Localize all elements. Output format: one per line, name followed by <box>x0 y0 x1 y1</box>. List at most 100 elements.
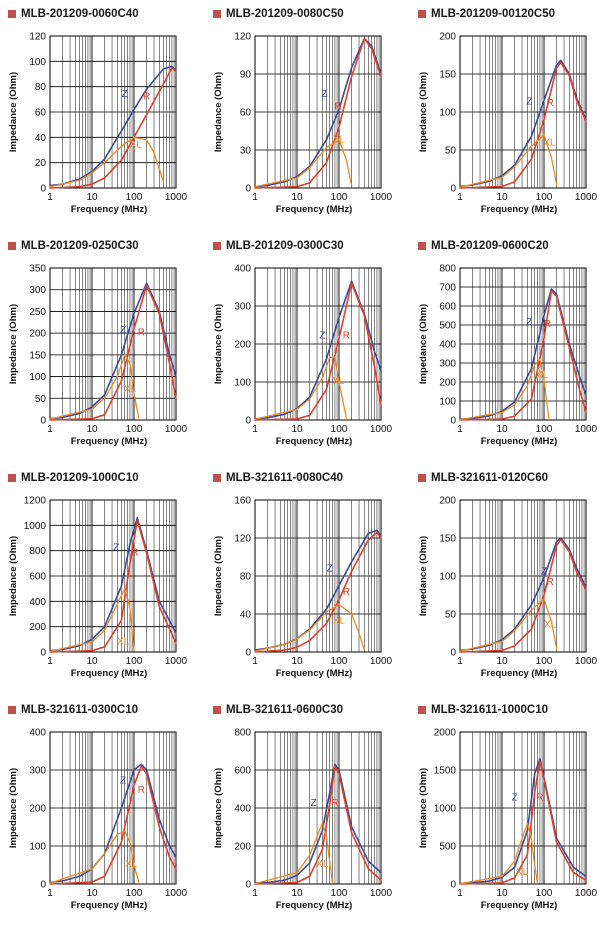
chart-title: MLB-321611-0300C10 <box>8 702 138 718</box>
series-line-z <box>49 65 177 187</box>
chart-panel: MLB-321611-1000C10 1 10 100 1000 0 500 1000 1500… <box>410 696 615 928</box>
x-tick-label: 1000 <box>370 656 393 667</box>
y-tick-label: 700 <box>439 283 456 294</box>
series-line-z <box>254 37 382 188</box>
chart-title-text: MLB-321611-0080C40 <box>226 472 343 484</box>
curve-label-z: Z <box>311 798 317 809</box>
curve-label-r: R <box>547 98 554 109</box>
y-tick-label: 300 <box>29 766 46 777</box>
series-line-xl <box>459 598 558 652</box>
x-tick-label: 1000 <box>575 656 598 667</box>
series-line-r <box>49 66 177 189</box>
chart-panel: MLB-201209-0080C50 1 10 100 1000 0 30 60 90 120 Fr… <box>205 0 410 232</box>
y-tick-label: 0 <box>245 416 251 427</box>
chart-title-text: MLB-201209-0080C50 <box>226 8 344 20</box>
chart-title-text: MLB-201209-1000C10 <box>21 472 139 484</box>
y-tick-label: 400 <box>439 340 456 351</box>
y-axis-label: Impedance (Ohm) <box>418 536 429 616</box>
series-line-xl <box>49 830 140 884</box>
x-axis-label: Frequency (MHz) <box>71 204 148 215</box>
y-tick-label: 100 <box>439 572 456 583</box>
curve-label-xl: XL <box>543 137 556 148</box>
impedance-chart: 1 10 100 1000 0 40 80 120 160 Frequency (MHz) Impe… <box>213 496 393 680</box>
curve-label-z: Z <box>319 330 325 341</box>
y-tick-label: 0 <box>245 648 251 659</box>
x-tick-label: 1000 <box>370 192 393 203</box>
impedance-chart: 1 10 100 1000 0 20 40 60 80 100 120 Frequency (MHz)… <box>8 32 188 216</box>
y-tick-label: 1200 <box>24 496 47 507</box>
x-tick-label: 1000 <box>370 424 393 435</box>
series-line-r <box>254 37 382 189</box>
x-tick-label: 100 <box>331 656 348 667</box>
x-tick-label: 100 <box>126 192 143 203</box>
x-tick-label: 100 <box>331 192 348 203</box>
impedance-chart: 1 10 100 1000 0 50 100 150 200 Frequency (MHz) Imp… <box>418 496 598 680</box>
title-marker-icon <box>8 10 16 18</box>
y-tick-label: 250 <box>29 307 46 318</box>
curve-label-xl: XL <box>544 620 557 631</box>
series-line-z <box>254 763 382 884</box>
series-line-r <box>459 61 587 189</box>
series-line-z <box>49 516 177 652</box>
x-tick-label: 10 <box>496 424 508 435</box>
curve-label-xl: XL <box>125 859 138 870</box>
curve-label-r: R <box>544 319 551 330</box>
curve-label-z: Z <box>526 317 532 328</box>
x-tick-label: 1000 <box>575 424 598 435</box>
y-tick-label: 80 <box>35 82 47 93</box>
y-axis-label: Impedance (Ohm) <box>418 768 429 848</box>
y-tick-label: 400 <box>234 804 251 815</box>
curve-label-z: Z <box>512 792 518 803</box>
x-tick-label: 1 <box>252 424 258 435</box>
y-tick-label: 60 <box>35 108 47 119</box>
y-tick-label: 200 <box>29 804 46 815</box>
plot-frame <box>254 35 382 189</box>
chart-title: MLB-201209-0300C30 <box>213 238 344 254</box>
x-axis-label: Frequency (MHz) <box>276 436 353 447</box>
title-marker-icon <box>418 242 426 250</box>
y-tick-label: 600 <box>234 766 251 777</box>
x-tick-label: 100 <box>536 424 553 435</box>
curve-label-r: R <box>131 548 138 559</box>
x-tick-label: 100 <box>331 888 348 899</box>
y-tick-label: 0 <box>40 648 46 659</box>
curve-label-xl: XL <box>124 384 137 395</box>
x-tick-label: 1 <box>47 888 53 899</box>
y-axis-label: Impedance (Ohm) <box>8 72 19 152</box>
y-tick-label: 150 <box>439 70 456 81</box>
title-marker-icon <box>213 706 221 714</box>
y-tick-label: 600 <box>29 572 46 583</box>
chart-panel: MLB-201209-0250C30 1 10 100 1000 0 50 100 150 200… <box>0 232 205 464</box>
x-tick-label: 100 <box>126 424 143 435</box>
curve-label-r: R <box>138 327 145 338</box>
y-tick-label: 80 <box>240 572 252 583</box>
series-line-xl <box>459 134 558 188</box>
plot-frame <box>459 267 587 421</box>
y-axis-label: Impedance (Ohm) <box>8 304 19 384</box>
y-tick-label: 30 <box>240 146 252 157</box>
y-axis-label: Impedance (Ohm) <box>8 536 19 616</box>
y-tick-label: 100 <box>29 57 46 68</box>
y-tick-label: 120 <box>234 534 251 545</box>
x-tick-label: 1 <box>252 192 258 203</box>
curve-label-xl: XL <box>536 370 549 381</box>
y-tick-label: 200 <box>29 622 46 633</box>
title-marker-icon <box>213 10 221 18</box>
chart-title: MLB-201209-1000C10 <box>8 470 139 486</box>
y-tick-label: 120 <box>29 32 46 43</box>
y-tick-label: 500 <box>439 321 456 332</box>
chart-title: MLB-201209-0060C40 <box>8 6 139 22</box>
x-tick-label: 1 <box>457 888 463 899</box>
series-line-z <box>254 280 382 420</box>
series-line-z <box>459 59 587 188</box>
chart-panel: MLB-201209-00120C50 1 10 100 1000 0 50 100 150 20… <box>410 0 615 232</box>
x-tick-label: 10 <box>86 192 98 203</box>
x-axis-label: Frequency (MHz) <box>276 204 353 215</box>
chart-title: MLB-321611-1000C10 <box>418 702 548 718</box>
impedance-chart: 1 10 100 1000 0 30 60 90 120 Frequency (MHz) Imped… <box>213 32 393 216</box>
x-tick-label: 1000 <box>165 656 188 667</box>
curve-label-xl: XL <box>117 636 130 647</box>
title-marker-icon <box>8 474 16 482</box>
impedance-chart: 1 10 100 1000 0 500 1000 1500 2000 Frequency (MHz… <box>418 728 598 912</box>
series-line-xl <box>254 139 353 188</box>
